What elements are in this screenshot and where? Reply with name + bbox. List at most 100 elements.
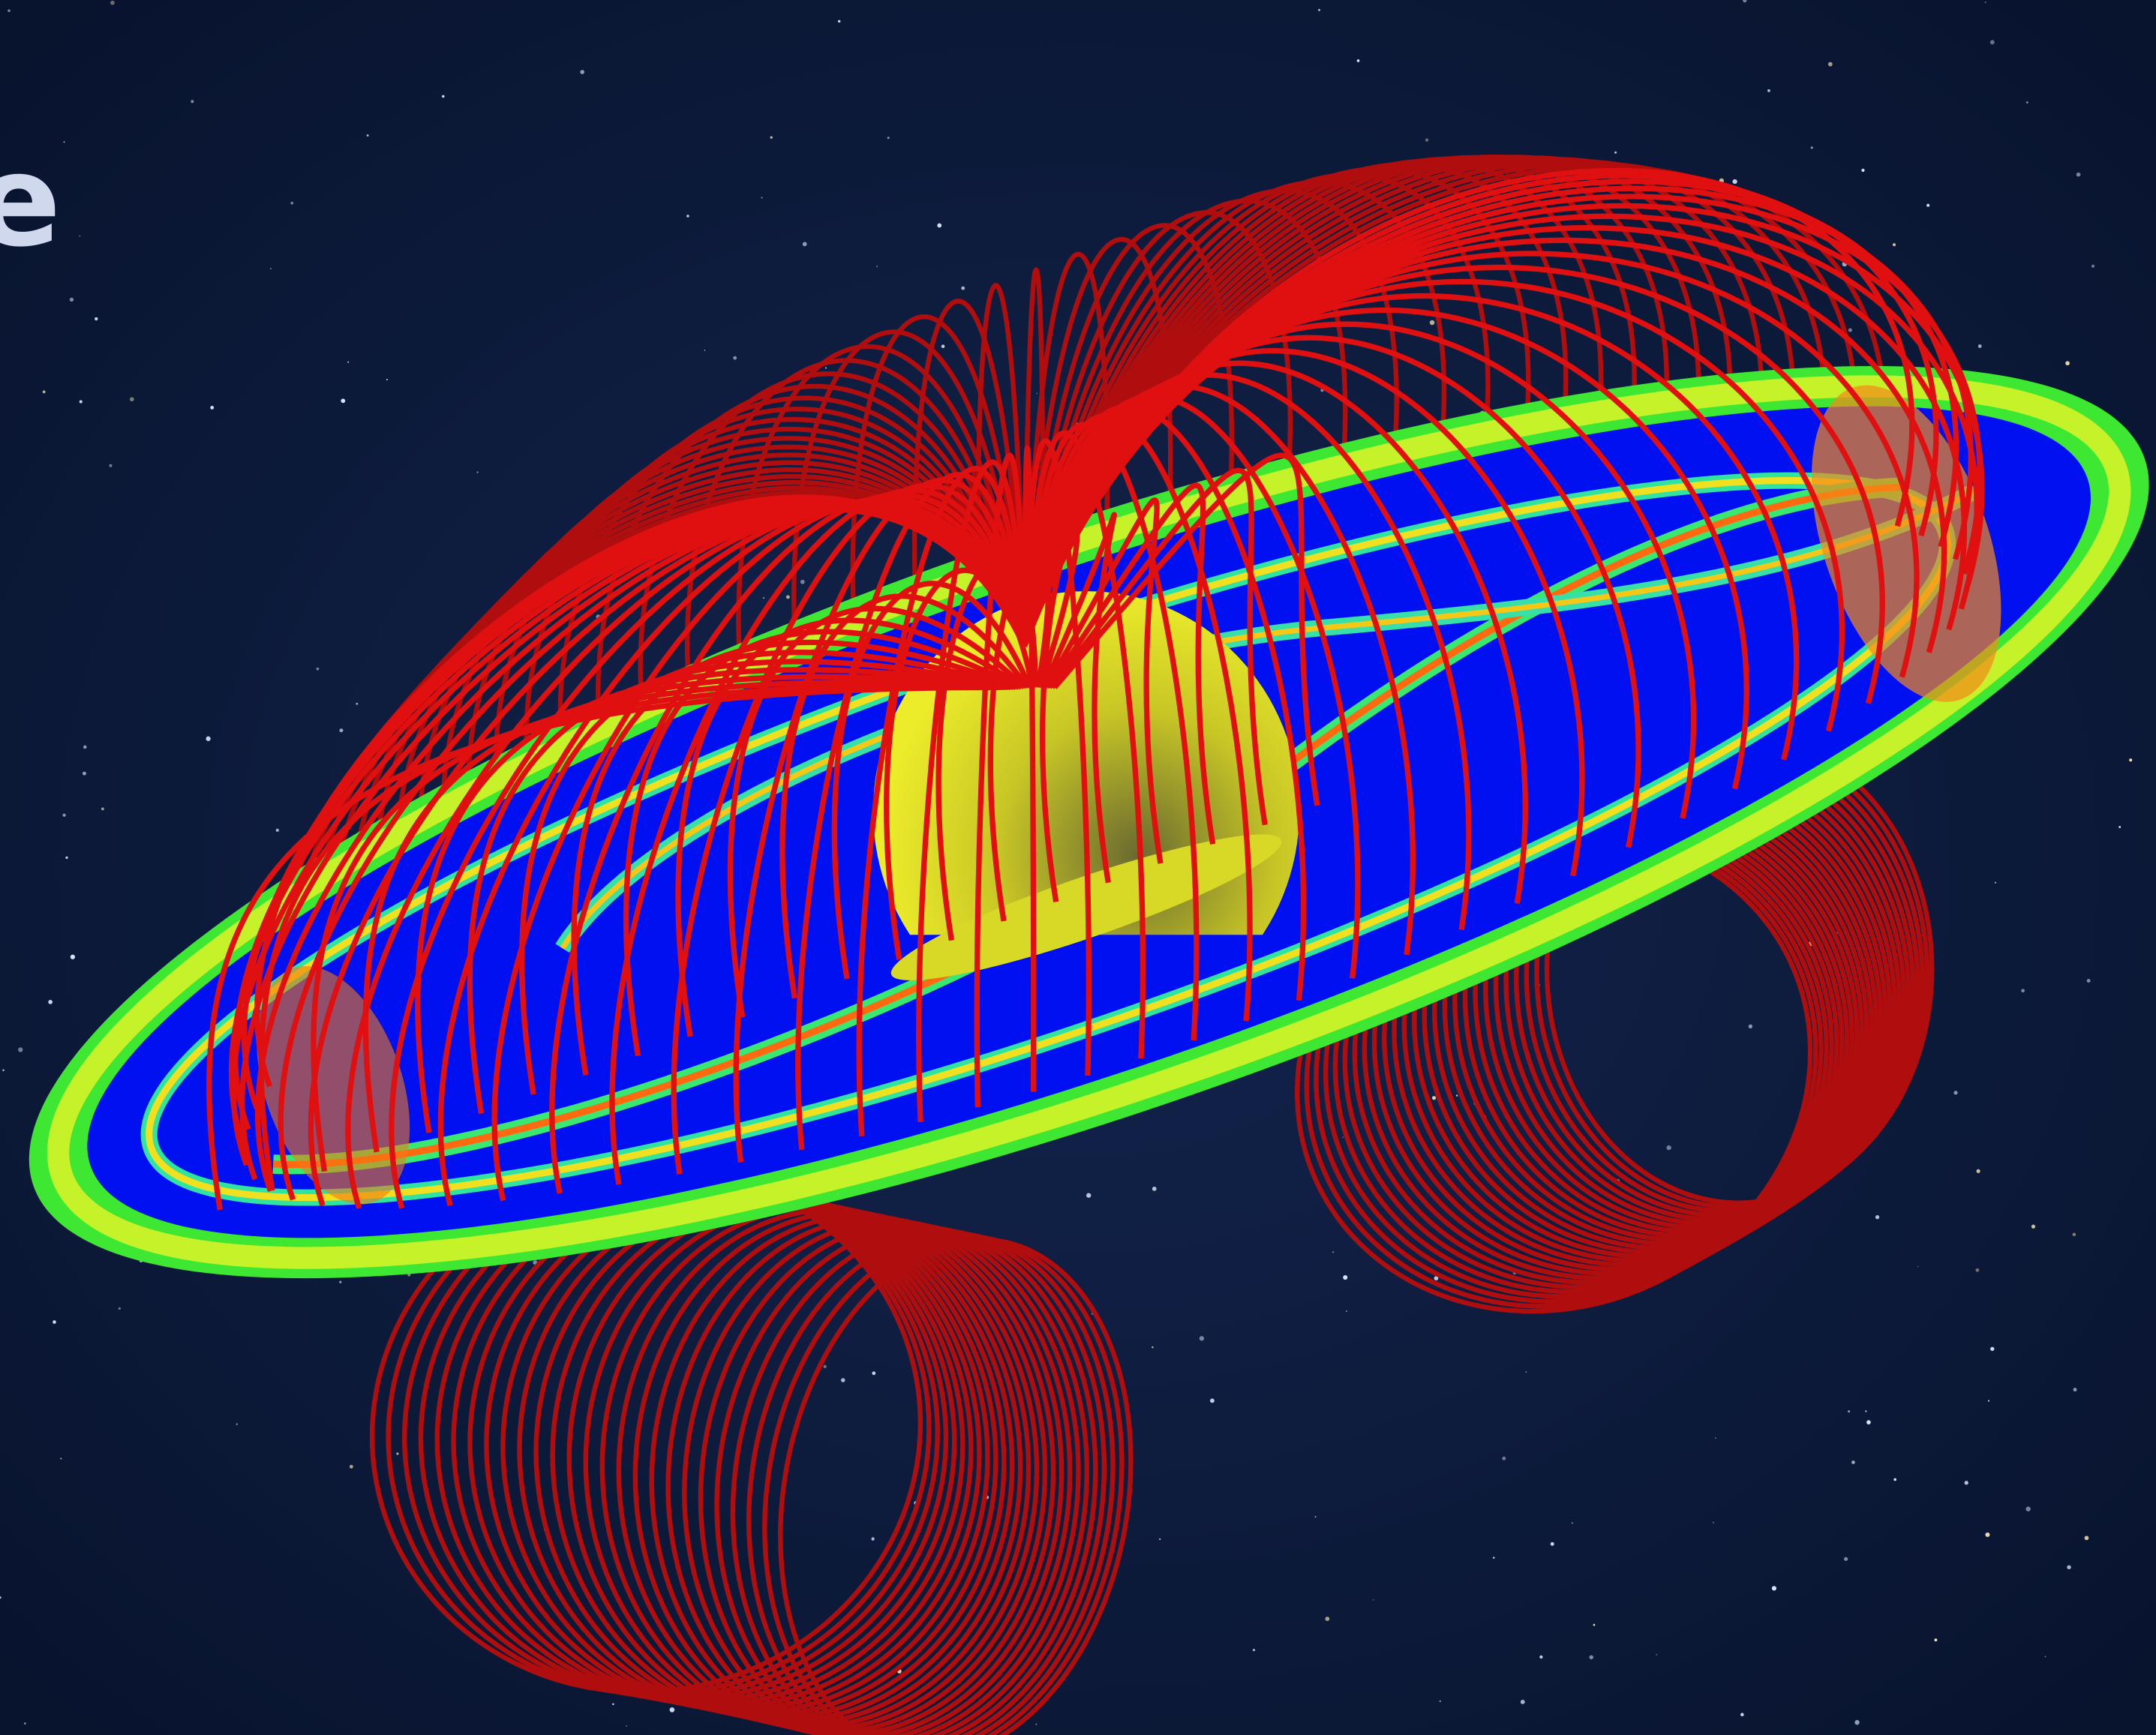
star [2044,1655,2046,1658]
star [1861,168,1865,173]
star [1987,1400,1990,1402]
star [1372,1599,1374,1601]
star [1953,1091,1958,1095]
field-line [779,593,1030,999]
star [823,1364,827,1368]
star [2076,172,2081,177]
star [2118,826,2121,828]
star [339,728,344,733]
field-line [571,639,1017,1076]
star [1990,1346,1995,1351]
star [386,378,389,381]
field-line [389,502,1027,1209]
star [1429,320,1435,326]
star [1984,1,1986,4]
field-line [491,496,1028,1202]
star [356,702,359,705]
star [236,1423,238,1425]
star [1342,1136,1344,1138]
star [210,406,215,410]
field-line [1040,512,1117,884]
star [1152,1186,1157,1191]
field-line [1021,360,1528,905]
field-line [987,540,1052,922]
star [733,356,737,360]
star [1439,1700,1442,1703]
star [876,266,878,268]
field-line [437,499,1027,1207]
star [1614,151,1617,154]
star [1525,1371,1527,1373]
field-line [1021,321,1697,819]
star [130,397,134,402]
star [1848,328,1852,332]
star [1715,1437,1716,1439]
field-line [831,581,1033,980]
star [837,20,841,23]
field-line [345,503,1027,1209]
star [2072,1232,2076,1237]
field-line [1021,335,1641,848]
star [1989,40,1995,45]
star [1550,1541,1554,1546]
star [69,297,74,302]
star [1848,1410,1851,1413]
star [1431,1096,1437,1100]
star [1589,1655,1594,1660]
field-line [791,329,1027,676]
star [2086,979,2091,983]
star [82,771,86,776]
star [270,268,272,269]
field-loop-below [649,1213,1064,1735]
star [65,856,68,860]
field-lines-front [206,168,1985,1211]
star [1325,1616,1330,1622]
star [1434,1276,1439,1281]
star [1893,243,1896,247]
star [1520,1700,1525,1704]
star [800,579,805,584]
star [1502,1456,1506,1460]
field-line [795,472,1028,1151]
star [1318,8,1321,11]
star [24,1722,26,1724]
star [42,390,46,394]
star [1666,1145,1671,1151]
field-line [1021,430,1146,1059]
field-line [362,674,1006,1153]
star [476,471,479,473]
star [1346,1310,1347,1312]
star [1252,1649,1256,1652]
star [1964,1481,1968,1485]
star [2084,1535,2089,1541]
star [18,1047,23,1052]
star [442,95,445,98]
star [1159,1538,1161,1541]
star [48,1000,53,1004]
star [191,100,194,104]
star [1152,1346,1154,1349]
star [612,1703,614,1706]
star [2091,264,2095,268]
field-line [1043,497,1164,864]
field-line [1052,452,1320,806]
field-line [671,482,1028,1175]
star [1036,392,1038,395]
star [1875,1215,1880,1220]
star [1767,89,1770,92]
field-line [467,659,1011,1115]
star [60,1457,62,1460]
star [686,215,689,218]
star [316,667,320,671]
field-line [1022,168,1915,647]
star [704,350,706,351]
star [1493,1556,1495,1559]
field-line [254,494,1027,1088]
star [1866,1420,1871,1424]
star [79,235,81,237]
star [1656,1654,1658,1655]
field-loop-below [698,1221,1090,1735]
field-line [684,358,1027,723]
star [1917,1265,1919,1268]
